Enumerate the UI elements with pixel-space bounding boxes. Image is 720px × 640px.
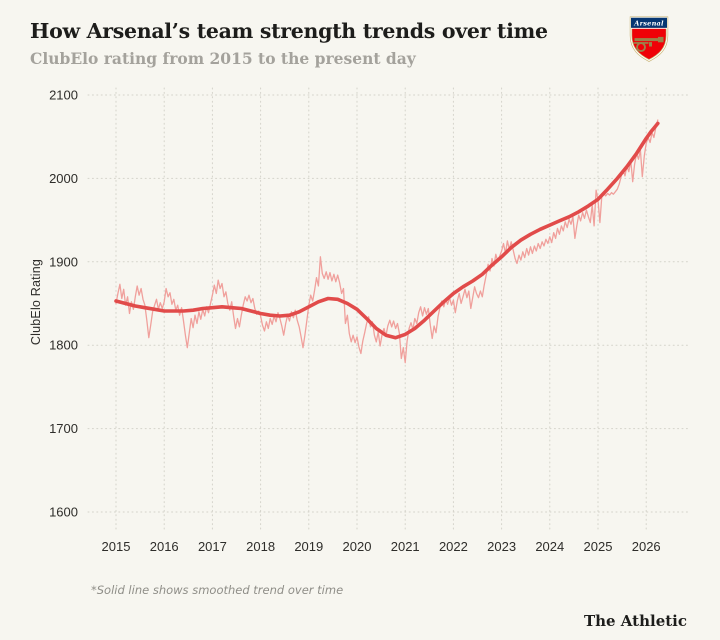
y-tick-label: 2100 <box>49 88 78 103</box>
smoothed-trend-line <box>114 121 660 340</box>
crest-banner-label: Arsenal <box>633 19 664 27</box>
elo-trend-chart: 1600 1700 1800 1900 2000 2100 2015 2016 2017 2018… <box>29 87 689 554</box>
page-title: How Arsenal’s team strength trends over … <box>30 19 548 43</box>
x-tick-label: 2019 <box>294 539 323 554</box>
x-tick-label: 2017 <box>198 539 227 554</box>
y-tick-label: 2000 <box>49 171 78 186</box>
crest-white-rim <box>630 17 668 62</box>
x-tick-label: 2022 <box>439 539 468 554</box>
x-tick-label: 2020 <box>343 539 372 554</box>
x-tick-label: 2016 <box>150 539 179 554</box>
x-tick-label: 2023 <box>487 539 516 554</box>
raw-elo-line <box>115 119 659 364</box>
x-tick-label: 2026 <box>632 539 661 554</box>
x-tick-label: 2021 <box>391 539 420 554</box>
crest-cannon-icon <box>633 36 664 53</box>
x-tick-label: 2025 <box>584 539 613 554</box>
chart-footnote: *Solid line shows smoothed trend over ti… <box>91 583 344 597</box>
y-tick-label: 1800 <box>49 338 78 353</box>
y-tick-label: 1600 <box>49 505 78 520</box>
page-subtitle: ClubElo rating from 2015 to the present … <box>30 49 416 68</box>
x-tick-label: 2015 <box>102 539 131 554</box>
x-tick-label: 2024 <box>535 539 564 554</box>
arsenal-crest-logo: Arsenal <box>629 16 669 62</box>
the-athletic-wordmark: The Athletic <box>583 612 687 630</box>
crest-band-divider <box>631 27 667 29</box>
y-tick-label: 1700 <box>49 421 78 436</box>
x-tick-label: 2018 <box>246 539 275 554</box>
y-tick-label: 1900 <box>49 254 78 269</box>
crest-navy-band <box>631 17 667 28</box>
y-axis-title: ClubElo Rating <box>29 259 43 345</box>
